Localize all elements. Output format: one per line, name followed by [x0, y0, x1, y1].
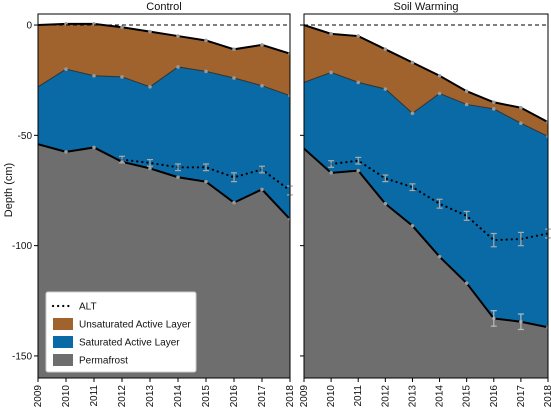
surface-point	[120, 25, 124, 30]
panel-title: Soil Warming	[394, 1, 459, 13]
permafrost-top-point	[176, 175, 180, 180]
legend-label: Permafrost	[79, 356, 128, 367]
x-tick-label: 2016	[229, 385, 240, 408]
water-table-point	[491, 107, 496, 111]
x-tick-label: 2011	[89, 385, 100, 407]
surface-point	[356, 34, 361, 38]
permafrost-top-line	[38, 143, 290, 220]
x-tick-label: 2015	[201, 385, 212, 408]
permafrost-top-point	[204, 179, 208, 184]
surface-point	[410, 60, 415, 65]
water-table-point	[204, 69, 208, 74]
permafrost-top-point	[260, 187, 264, 192]
permafrost-top-point	[64, 150, 68, 154]
surface-point	[232, 47, 236, 52]
surface-point	[464, 89, 469, 94]
permafrost-top-point	[464, 281, 469, 285]
x-tick-label: 2010	[326, 385, 337, 408]
water-table-point	[64, 67, 68, 71]
permafrost-top-point	[410, 223, 415, 228]
alt-line	[330, 159, 550, 242]
y-tick-label: -50	[18, 131, 33, 142]
water-table-point	[120, 75, 124, 79]
surface-line	[304, 24, 548, 123]
surface-point	[491, 100, 496, 105]
unsaturated-area	[38, 23, 290, 96]
x-tick-label: 2018	[285, 385, 296, 408]
legend-label: ALT	[79, 302, 97, 313]
surface-point	[260, 43, 264, 47]
x-tick-label: 2015	[462, 385, 473, 408]
permafrost-top-point	[148, 166, 152, 171]
legend-box	[45, 291, 197, 373]
permafrost-top-point	[232, 200, 236, 205]
surface-point	[437, 73, 442, 78]
legend-label: Unsaturated Active Layer	[79, 320, 191, 331]
x-tick-label: 2012	[117, 385, 128, 408]
legend-swatch	[53, 354, 73, 366]
legend-swatch	[53, 336, 73, 348]
permafrost-top-point	[383, 201, 388, 206]
x-tick-label: 2010	[61, 385, 72, 408]
legend: ALT Unsaturated Active Layer Saturated Act…	[45, 291, 197, 373]
water-table-point	[176, 65, 180, 69]
water-table-line	[38, 66, 290, 97]
water-table-point	[260, 83, 264, 88]
surface-point	[329, 32, 333, 36]
x-tick-label: 2012	[380, 385, 391, 408]
water-table-point	[383, 87, 388, 91]
water-table-point	[464, 102, 469, 107]
panel-title: Control	[146, 1, 181, 13]
water-table-point	[329, 70, 333, 75]
x-tick-label: 2009	[33, 385, 44, 408]
y-tick-label: 0	[26, 21, 32, 32]
surface-point	[204, 38, 208, 43]
surface-point	[519, 105, 523, 110]
permafrost-top-point	[437, 254, 442, 259]
x-tick-label: 2014	[173, 385, 184, 408]
permafrost-top-line	[304, 147, 548, 329]
x-tick-label: 2013	[145, 385, 156, 408]
unsaturated-area	[304, 25, 548, 137]
water-table-point	[519, 121, 523, 125]
y-tick-label: -150	[12, 351, 32, 362]
permafrost-top-point	[356, 168, 361, 173]
water-table-point	[437, 91, 442, 96]
surface-point	[148, 29, 152, 34]
y-axis-label: Depth (cm)	[3, 163, 15, 217]
legend-label: Saturated Active Layer	[79, 338, 180, 349]
surface-point	[383, 47, 388, 52]
x-tick-label: 2011	[353, 385, 364, 407]
saturated-area	[38, 66, 290, 220]
x-tick-label: 2017	[516, 385, 527, 408]
surface-point	[176, 34, 180, 38]
water-table-point	[356, 80, 361, 85]
water-table-point	[232, 76, 236, 80]
water-table-line	[304, 71, 548, 137]
x-tick-label: 2018	[543, 385, 551, 408]
panel-soil-warming: Soil Warming 2009 2010 2011 2012 2013 2014 2015…	[299, 1, 551, 407]
permafrost-top-point	[92, 145, 96, 150]
x-tick-label: 2009	[299, 385, 310, 408]
permafrost-top-point	[329, 171, 333, 175]
x-tick-label: 2013	[407, 385, 418, 408]
x-tick-label: 2017	[257, 385, 268, 408]
y-tick-label: -100	[12, 241, 32, 252]
panel-frame	[303, 13, 549, 379]
surface-line	[38, 22, 290, 55]
saturated-area	[304, 72, 548, 328]
water-table-point	[148, 85, 152, 89]
water-table-point	[92, 73, 96, 78]
legend-swatch	[53, 318, 73, 330]
x-tick-label: 2014	[435, 385, 446, 408]
x-tick-label: 2016	[489, 385, 500, 408]
water-table-point	[410, 111, 415, 116]
permafrost-area	[304, 148, 548, 378]
panel-frame	[37, 13, 291, 379]
